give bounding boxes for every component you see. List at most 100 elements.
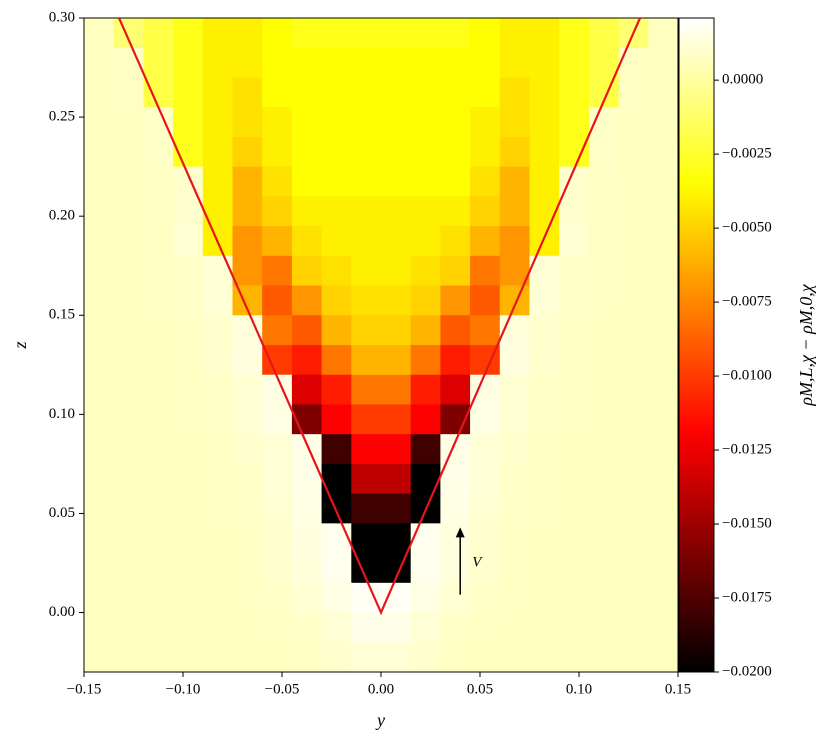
- heatmap-cell: [173, 374, 204, 406]
- heatmap-cell: [618, 523, 649, 554]
- x-tick-label: 0.10: [566, 681, 592, 697]
- heatmap-cell: [173, 166, 204, 197]
- heatmap-cell: [173, 612, 204, 643]
- heatmap-cell: [291, 226, 323, 257]
- colorbar-label: ρM,L,χ − ρM,0,χ: [796, 283, 816, 406]
- heatmap-cell: [499, 493, 531, 524]
- heatmap-cell: [84, 463, 115, 495]
- heatmap-cell: [232, 642, 263, 672]
- heatmap-cell: [113, 166, 144, 197]
- heatmap-cell: [84, 77, 115, 108]
- heatmap-cell: [351, 612, 382, 643]
- heatmap-cell: [143, 345, 174, 376]
- heatmap-cell: [499, 463, 531, 495]
- heatmap-cell: [559, 315, 590, 346]
- heatmap-cell: [529, 374, 560, 406]
- heatmap-cell: [84, 315, 115, 346]
- heatmap-cell: [410, 196, 441, 227]
- heatmap-cell: [143, 315, 174, 346]
- heatmap-cell: [381, 612, 412, 643]
- heatmap-cell: [262, 345, 293, 376]
- heatmap-cell: [113, 136, 144, 168]
- heatmap-cell: [84, 553, 115, 584]
- heatmap-cell: [588, 463, 620, 495]
- heatmap-cell: [232, 463, 263, 495]
- heatmap-cell: [618, 77, 649, 108]
- heatmap-cell: [499, 523, 531, 554]
- heatmap-cell: [143, 285, 174, 316]
- colorbar-tick-label: −0.0050: [722, 220, 772, 236]
- heatmap-cell: [113, 18, 144, 49]
- heatmap-cell: [202, 315, 234, 346]
- heatmap-cell: [321, 434, 352, 465]
- heatmap-cell: [202, 463, 234, 495]
- heatmap-cell: [648, 345, 678, 376]
- heatmap-cell: [291, 315, 323, 346]
- heatmap-cell: [648, 136, 678, 168]
- heatmap-cell: [410, 434, 441, 465]
- heatmap-cell: [618, 642, 649, 672]
- heatmap-cell: [113, 523, 144, 554]
- heatmap-cell: [529, 404, 560, 435]
- heatmap-cell: [202, 553, 234, 584]
- heatmap-cell: [559, 404, 590, 435]
- heatmap-cell: [559, 612, 590, 643]
- arrow-label: V: [472, 554, 483, 570]
- heatmap-cell: [113, 553, 144, 584]
- heatmap-cell: [410, 47, 441, 79]
- heatmap-cell: [381, 107, 412, 138]
- colorbar-tick-label: −0.0100: [722, 368, 772, 384]
- y-tick-label: 0.30: [49, 9, 75, 25]
- heatmap-cell: [321, 47, 352, 79]
- heatmap-cell: [440, 166, 471, 197]
- heatmap-cell: [173, 523, 204, 554]
- heatmap-cell: [291, 374, 323, 406]
- heatmap-cell: [84, 166, 115, 197]
- heatmap-cell: [381, 77, 412, 108]
- heatmap-cell: [529, 434, 560, 465]
- heatmap-cell: [113, 315, 144, 346]
- heatmap-cell: [648, 226, 678, 257]
- heatmap-cell: [143, 18, 174, 49]
- heatmap-cell: [202, 47, 234, 79]
- heatmap-cell: [84, 285, 115, 316]
- heatmap-cell: [440, 47, 471, 79]
- heatmap-cell: [648, 255, 678, 287]
- heatmap-cell: [262, 582, 293, 614]
- heatmap-cell: [143, 226, 174, 257]
- heatmap-cell: [499, 374, 531, 406]
- heatmap-cell: [618, 463, 649, 495]
- heatmap-cell: [321, 196, 352, 227]
- heatmap-cell: [232, 493, 263, 524]
- heatmap-cell: [588, 166, 620, 197]
- heatmap: [84, 18, 678, 672]
- heatmap-cell: [618, 315, 649, 346]
- heatmap-cell: [381, 255, 412, 287]
- heatmap-cell: [173, 196, 204, 227]
- heatmap-cell: [173, 404, 204, 435]
- x-tick-label: 0.00: [368, 681, 394, 697]
- heatmap-cell: [173, 582, 204, 614]
- x-axis-label: y: [375, 710, 385, 730]
- heatmap-cell: [440, 374, 471, 406]
- heatmap-cell: [232, 226, 263, 257]
- heatmap-cell: [529, 18, 560, 49]
- heatmap-cell: [618, 255, 649, 287]
- heatmap-cell: [440, 612, 471, 643]
- y-tick-label: 0.00: [49, 604, 75, 620]
- y-tick-label: 0.25: [49, 109, 75, 125]
- heatmap-cell: [529, 612, 560, 643]
- heatmap-cell: [262, 18, 293, 49]
- heatmap-cell: [351, 136, 382, 168]
- heatmap-cell: [381, 18, 412, 49]
- heatmap-cell: [381, 196, 412, 227]
- heatmap-cell: [499, 404, 531, 435]
- heatmap-cell: [648, 463, 678, 495]
- heatmap-cell: [321, 345, 352, 376]
- heatmap-cell: [173, 434, 204, 465]
- heatmap-cell: [143, 582, 174, 614]
- heatmap-cell: [173, 553, 204, 584]
- heatmap-cell: [648, 107, 678, 138]
- heatmap-cell: [351, 463, 382, 495]
